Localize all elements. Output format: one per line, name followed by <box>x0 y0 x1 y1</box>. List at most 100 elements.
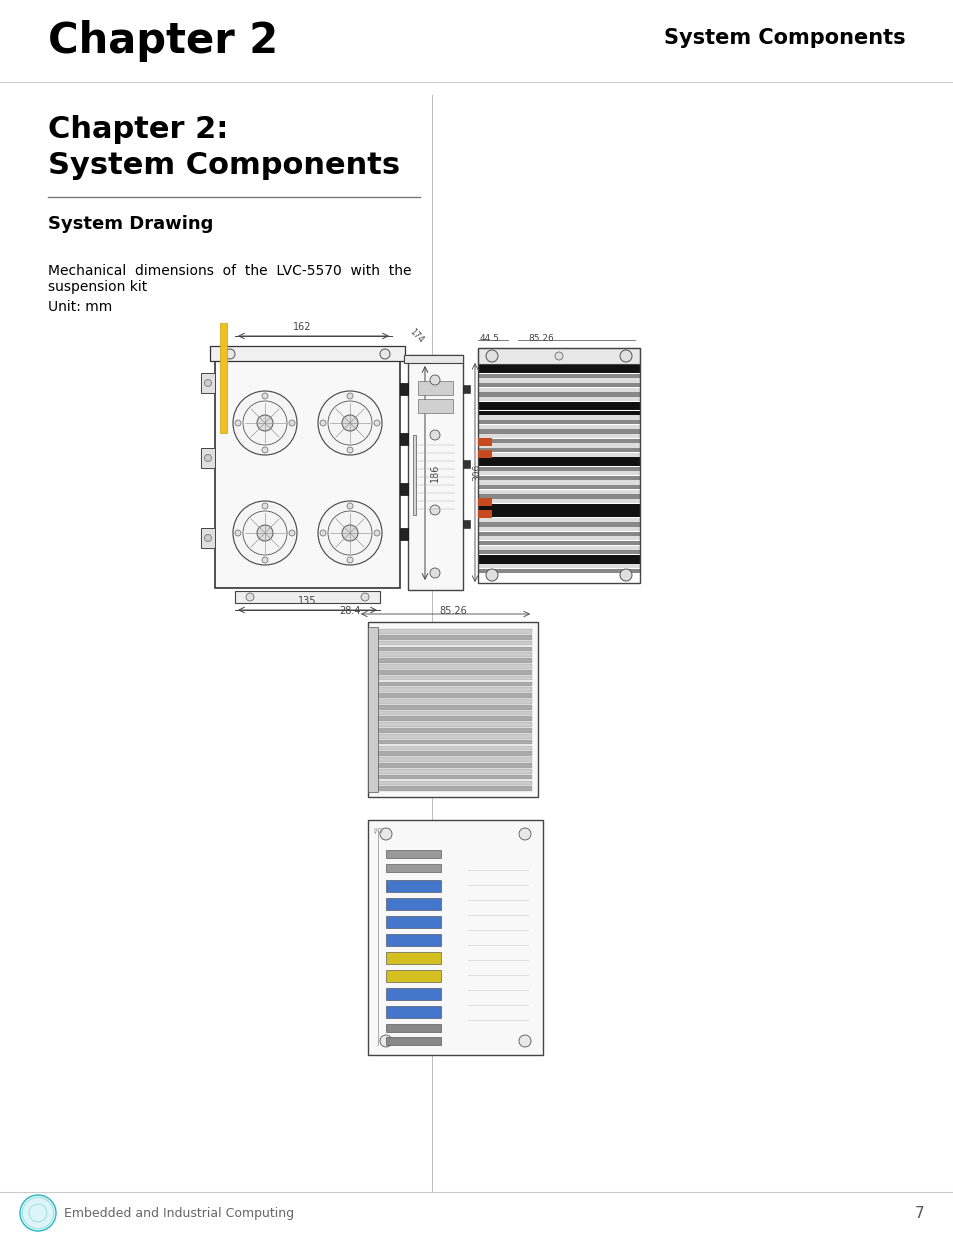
Text: 28.4: 28.4 <box>339 606 360 616</box>
Bar <box>477 415 639 420</box>
Circle shape <box>233 501 296 564</box>
Circle shape <box>262 393 268 399</box>
Bar <box>374 676 532 680</box>
Bar <box>477 430 639 433</box>
Bar <box>374 787 532 790</box>
Circle shape <box>341 415 357 431</box>
Circle shape <box>262 503 268 509</box>
Text: 186: 186 <box>430 464 439 482</box>
Polygon shape <box>413 435 416 515</box>
Text: 44.5: 44.5 <box>479 333 499 343</box>
Bar <box>477 443 639 447</box>
Bar <box>477 504 639 508</box>
Circle shape <box>246 593 253 601</box>
Bar <box>374 740 532 745</box>
Bar <box>477 450 492 458</box>
Circle shape <box>430 505 439 515</box>
Text: 85.26: 85.26 <box>527 333 553 343</box>
Bar <box>408 354 462 590</box>
Bar <box>386 1037 440 1045</box>
Bar <box>374 652 532 657</box>
Circle shape <box>319 530 326 536</box>
Bar <box>477 420 639 425</box>
Circle shape <box>319 420 326 426</box>
Bar <box>477 448 639 452</box>
Circle shape <box>289 420 294 426</box>
Circle shape <box>20 1195 56 1231</box>
Text: Embedded and Industrial Computing: Embedded and Industrial Computing <box>64 1207 294 1219</box>
Text: suspension kit: suspension kit <box>48 280 147 294</box>
Bar <box>477 348 639 364</box>
Circle shape <box>374 530 379 536</box>
Bar <box>477 536 639 541</box>
Bar <box>374 705 532 709</box>
Circle shape <box>555 352 562 359</box>
Bar <box>477 364 639 368</box>
Circle shape <box>204 535 212 541</box>
Circle shape <box>233 391 296 454</box>
Bar <box>477 438 492 446</box>
Bar <box>477 475 639 480</box>
Bar <box>477 401 639 406</box>
Text: 162: 162 <box>293 322 311 332</box>
Bar <box>386 1007 440 1018</box>
Bar <box>477 452 639 457</box>
Bar <box>477 490 639 494</box>
Bar <box>374 734 532 739</box>
Bar <box>374 641 532 646</box>
Bar <box>403 354 462 363</box>
Bar <box>374 751 532 756</box>
Bar <box>477 509 639 513</box>
Bar <box>386 898 440 910</box>
Text: System Components: System Components <box>663 28 905 48</box>
Bar <box>477 462 639 466</box>
Bar <box>477 494 639 499</box>
Bar <box>374 629 532 634</box>
Bar <box>477 374 639 378</box>
Bar <box>374 781 532 785</box>
Circle shape <box>234 420 241 426</box>
Bar <box>462 459 470 468</box>
Bar <box>374 710 532 715</box>
Bar <box>399 383 408 395</box>
Circle shape <box>347 503 353 509</box>
Bar <box>374 664 532 668</box>
Bar <box>399 529 408 540</box>
Bar <box>368 622 537 797</box>
Circle shape <box>289 530 294 536</box>
Bar <box>477 396 639 401</box>
Bar <box>386 850 440 858</box>
Bar <box>374 746 532 750</box>
Text: 85.26: 85.26 <box>438 606 466 616</box>
Circle shape <box>619 350 631 362</box>
Circle shape <box>379 350 390 359</box>
Bar <box>386 916 440 927</box>
Bar <box>477 425 639 429</box>
Circle shape <box>430 430 439 440</box>
Circle shape <box>518 1035 531 1047</box>
Bar <box>210 346 405 361</box>
Bar <box>477 406 639 410</box>
Bar <box>374 682 532 687</box>
Bar <box>374 774 532 779</box>
Bar <box>201 448 214 468</box>
Bar <box>374 635 532 640</box>
Bar <box>477 513 639 517</box>
Bar <box>374 647 532 651</box>
Bar <box>477 388 639 391</box>
Circle shape <box>225 350 234 359</box>
Bar <box>477 498 492 506</box>
Circle shape <box>317 501 381 564</box>
Bar <box>477 527 639 531</box>
Circle shape <box>262 447 268 453</box>
Circle shape <box>379 1035 392 1047</box>
Bar <box>374 669 532 674</box>
Text: 306: 306 <box>472 464 481 482</box>
Bar <box>477 555 639 559</box>
Bar <box>477 546 639 550</box>
Bar <box>417 399 453 412</box>
Bar <box>477 541 639 545</box>
Bar <box>477 522 639 526</box>
Bar <box>477 569 639 573</box>
Bar <box>399 483 408 495</box>
